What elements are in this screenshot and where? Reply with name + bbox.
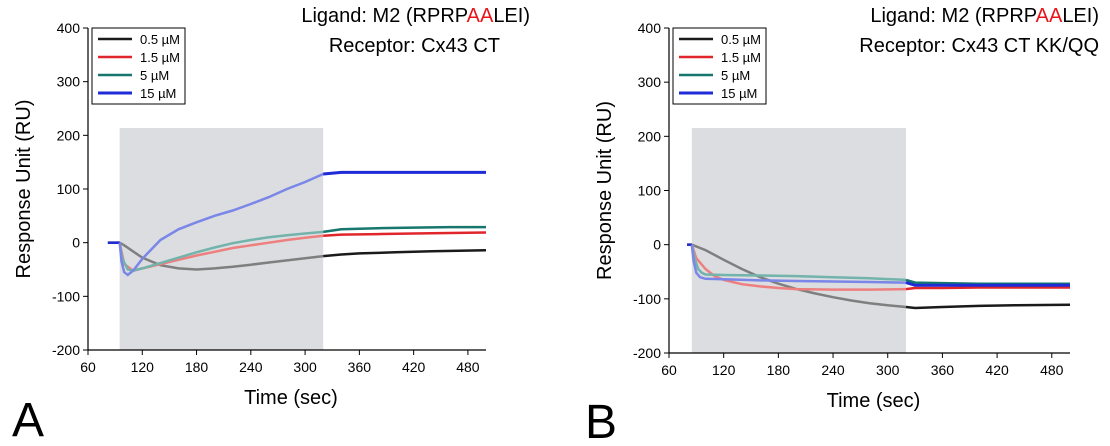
legend-label-3: 15 µM	[721, 86, 757, 101]
y-tick-label: 300	[638, 74, 662, 90]
series-line-2-association	[118, 230, 324, 272]
x-tick-label: 120	[131, 359, 155, 375]
ligand-title: Ligand: M2 (RPRPAALEI)	[870, 5, 1099, 27]
panel-label: A	[12, 394, 44, 446]
x-tick-label: 240	[821, 362, 845, 378]
legend-box	[91, 27, 186, 105]
panel-label: B	[585, 396, 617, 446]
series-line-1-association	[690, 244, 907, 291]
chart-b-svg: -200 -100 0 100 200 300 400 60 120 180 240 300 360 42…	[585, 5, 1099, 446]
series-line-2-dissociation	[905, 278, 1070, 285]
ligand-title-prefix: Ligand: M2 (RPRP	[301, 5, 467, 27]
legend-label-3: 15 µM	[140, 86, 176, 101]
y-tick-label: 200	[638, 128, 662, 144]
chart-panel-b: -200 -100 0 100 200 300 400 60 120 180 240 300 360 42…	[555, 0, 1110, 446]
x-tick-label: 300	[293, 359, 317, 375]
x-tick-label: 60	[80, 359, 96, 375]
y-tick-label: 0	[653, 237, 661, 253]
x-tick-label: 120	[712, 362, 736, 378]
x-tick-label: 480	[1040, 362, 1064, 378]
legend-label-2: 5 µM	[140, 68, 169, 83]
series-line-3-association	[690, 244, 907, 284]
receptor-title: Receptor: Cx43 CT KK/QQ	[859, 35, 1099, 57]
series-line-1-dissociation	[323, 231, 487, 237]
x-tick-label: 480	[456, 359, 480, 375]
ligand-title-highlight: AA	[467, 5, 494, 27]
x-axis-label: Time (sec)	[827, 390, 921, 412]
y-tick-label: -100	[52, 288, 80, 304]
legend-label-2: 5 µM	[721, 68, 750, 83]
chart-a-svg: -200 -100 0 100 200 300 400 60 120 180 240 300 360 42…	[12, 5, 530, 446]
series-line-3-association	[118, 172, 324, 277]
x-tick-label: 60	[661, 362, 677, 378]
ligand-title: Ligand: M2 (RPRPAALEI)	[301, 5, 530, 27]
y-tick-label: -200	[52, 342, 80, 358]
ligand-title-suffix: LEI)	[493, 5, 530, 27]
y-axis-label: Response Unit (RU)	[13, 100, 35, 279]
x-axis-label: Time (sec)	[244, 387, 338, 409]
series-line-1-dissociation	[905, 286, 1070, 291]
y-tick-label: 100	[57, 181, 81, 197]
y-tick-label: 0	[72, 235, 80, 251]
legend-label-1: 1.5 µM	[140, 50, 180, 65]
receptor-title: Receptor: Cx43 CT	[329, 35, 500, 57]
legend-label-1: 1.5 µM	[721, 50, 761, 65]
ligand-title-prefix: Ligand: M2 (RPRP	[870, 5, 1036, 27]
y-tick-label: 100	[638, 183, 662, 199]
y-tick-label: -100	[633, 291, 661, 307]
series-line-0-dissociation	[905, 303, 1071, 310]
series-line-2-dissociation	[323, 225, 486, 234]
series-line-3-dissociation	[323, 170, 486, 176]
y-tick-label: -200	[633, 345, 661, 361]
x-tick-label: 300	[876, 362, 900, 378]
x-tick-label: 180	[767, 362, 791, 378]
chart-panel-a: -200 -100 0 100 200 300 400 60 120 180 240 300 360 42…	[12, 5, 530, 446]
y-tick-label: 400	[638, 20, 662, 36]
ligand-title-suffix: LEI)	[1062, 5, 1099, 27]
y-tick-label: 200	[57, 127, 81, 143]
series-line-2-association	[690, 244, 907, 282]
y-axis-label: Response Unit (RU)	[594, 101, 616, 280]
series-line-0-dissociation	[323, 248, 487, 258]
injection-window-shading	[691, 128, 906, 353]
x-tick-label: 360	[348, 359, 372, 375]
series-line-3-dissociation	[905, 281, 1070, 287]
legend-box	[672, 27, 767, 105]
ligand-title-highlight: AA	[1036, 5, 1063, 27]
legend-label-0: 0.5 µM	[721, 32, 761, 47]
legend-label-0: 0.5 µM	[140, 32, 180, 47]
x-tick-label: 180	[185, 359, 209, 375]
x-tick-label: 360	[931, 362, 955, 378]
x-tick-label: 420	[402, 359, 426, 375]
y-tick-label: 400	[57, 20, 81, 36]
x-tick-label: 420	[985, 362, 1009, 378]
y-tick-label: 300	[57, 74, 81, 90]
x-tick-label: 240	[239, 359, 263, 375]
